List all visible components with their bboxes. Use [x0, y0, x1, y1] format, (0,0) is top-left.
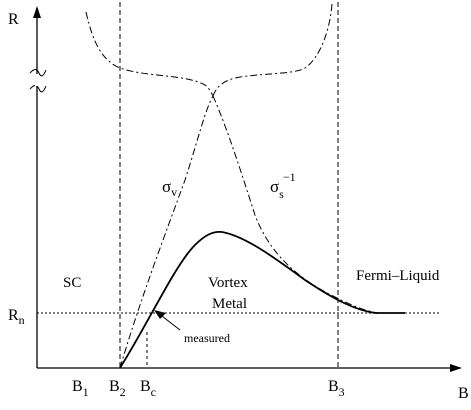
- axis-break-lower: [29, 85, 47, 93]
- y-axis-label: R: [8, 11, 19, 28]
- x-axis-label: B: [458, 385, 469, 402]
- axis-break-upper: [29, 69, 47, 77]
- sigma-v-label: σv: [162, 177, 177, 199]
- y-axis-arrow: [33, 6, 41, 18]
- tick-label-bc: Bc: [140, 378, 156, 399]
- measured-curve: [119, 230, 405, 369]
- axis-break-gap: [35, 74, 39, 86]
- upper-curve-right: [212, 3, 333, 97]
- tick-label-b2: B2: [109, 378, 126, 399]
- sigma-s-inverse-label: σs−1: [270, 170, 296, 201]
- sigma-v-curve: [119, 95, 214, 369]
- tick-label-b1: B1: [72, 378, 89, 399]
- region-label-fermi-liquid: Fermi–Liquid: [356, 268, 440, 284]
- measured-label: measured: [184, 331, 230, 345]
- region-label-sc: SC: [63, 275, 81, 291]
- region-label-metal: Metal: [212, 296, 247, 312]
- tick-label-b3: B3: [328, 378, 345, 399]
- x-axis-arrow: [450, 364, 462, 372]
- measured-pointer-head: [154, 310, 166, 319]
- upper-curve-left: [85, 11, 214, 97]
- region-label-vortex: Vortex: [208, 275, 248, 291]
- rn-label: Rn: [8, 307, 25, 327]
